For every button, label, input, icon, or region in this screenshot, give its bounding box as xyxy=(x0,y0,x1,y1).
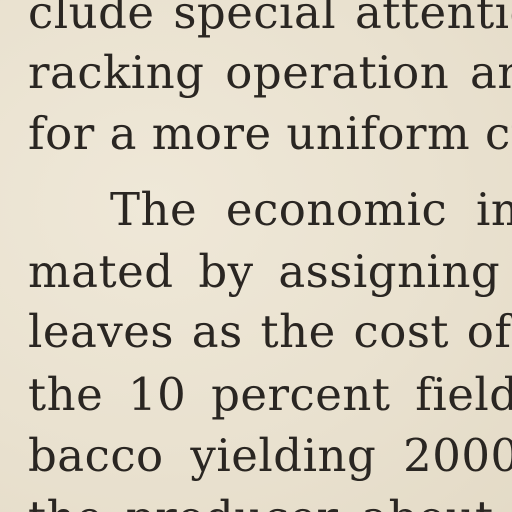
paragraph-first-line: The economic imp xyxy=(110,183,512,236)
text-line-8: bacco yielding 2000 l xyxy=(28,429,512,482)
text-line-7: the 10 percent field lo xyxy=(28,368,512,421)
text-line-3: for a more uniform cu xyxy=(28,107,512,160)
text-line-9: the producer about $2 xyxy=(28,488,512,512)
text-line-5: mated by assigning a xyxy=(28,245,512,298)
text-line-2: racking operation and xyxy=(28,46,512,99)
text-line-6: leaves as the cost of pr xyxy=(28,305,512,358)
text-line-1: clude special attention xyxy=(28,0,512,39)
